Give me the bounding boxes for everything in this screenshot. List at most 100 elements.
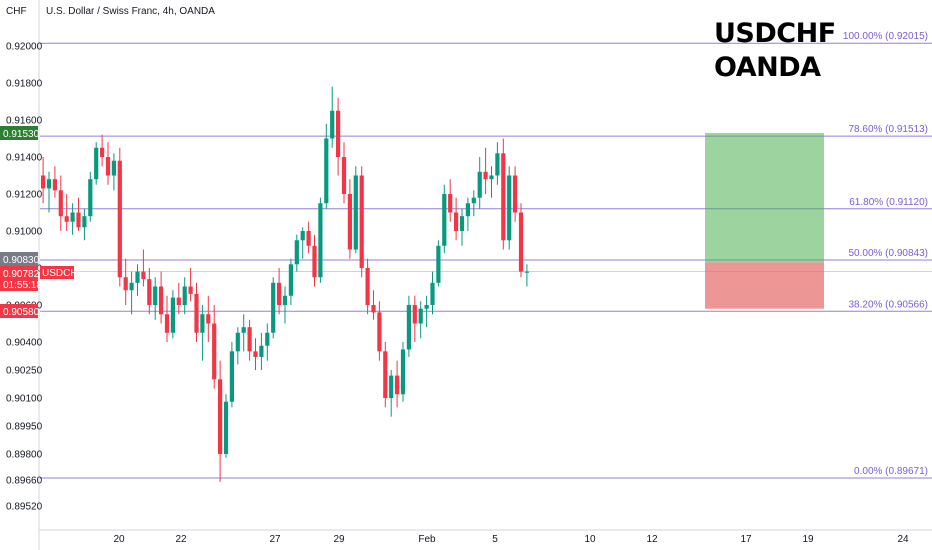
- candle-body: [241, 327, 246, 333]
- candle-body: [495, 153, 500, 176]
- candle-body: [123, 277, 128, 291]
- bar-countdown: 01:55:18: [3, 280, 42, 291]
- candle-body: [524, 271, 529, 273]
- stop-price-value: 0.90580: [3, 307, 40, 318]
- candle-body: [135, 271, 140, 283]
- price-tick-label: 0.89800: [6, 450, 43, 461]
- price-tick-label: 0.91600: [6, 116, 43, 127]
- candle-body: [170, 297, 175, 333]
- candlestick-series: [41, 86, 529, 482]
- candle-body: [111, 160, 116, 176]
- time-tick-label: 12: [646, 534, 658, 545]
- time-tick-label: 22: [175, 534, 187, 545]
- candle-body: [218, 379, 223, 454]
- candle-body: [294, 240, 299, 265]
- candle-body: [459, 216, 465, 231]
- current-price-badge: 0.90782 01:55:18 USDCHF: [0, 266, 84, 291]
- current-price-value: 0.90782: [3, 269, 40, 280]
- currency-label: CHF: [6, 6, 27, 17]
- fib-level-label: 61.80% (0.91120): [849, 197, 928, 208]
- target-zone[interactable]: [705, 132, 824, 263]
- candle-body: [282, 295, 288, 305]
- candle-body: [46, 179, 52, 189]
- candle-body: [117, 160, 122, 278]
- candle-body: [253, 351, 258, 357]
- candle-body: [147, 279, 152, 305]
- candle-body: [365, 268, 370, 305]
- candle-body: [200, 314, 205, 333]
- fib-level-label: 38.20% (0.90566): [848, 299, 928, 310]
- candle-body: [424, 305, 429, 309]
- candle-body: [400, 349, 406, 395]
- target-price-badge: 0.91530: [0, 126, 40, 140]
- candle-body: [141, 271, 146, 280]
- time-tick-label: 17: [740, 534, 752, 545]
- price-tick-label: 0.89520: [6, 502, 43, 513]
- fib-level-label: 0.00% (0.89671): [854, 466, 928, 477]
- entry-price-value: 0.90830: [3, 255, 40, 266]
- candle-body: [194, 293, 199, 333]
- price-tick-label: 0.90250: [6, 366, 43, 377]
- candle-body: [229, 351, 234, 402]
- price-tick-label: 0.91000: [6, 227, 43, 238]
- candle-body: [330, 110, 335, 139]
- candle-body: [501, 153, 506, 241]
- fib-level-label: 100.00% (0.92015): [843, 31, 928, 42]
- candle-body: [159, 286, 164, 315]
- candle-body: [223, 401, 229, 454]
- time-axis[interactable]: 20 22 27 29 Feb 5 10 12 17 19 24: [113, 534, 909, 545]
- candle-body: [471, 197, 476, 204]
- candle-body: [448, 194, 453, 213]
- price-tick-label: 0.91200: [6, 190, 43, 201]
- instrument-title: U.S. Dollar / Swiss Franc, 4h, OANDA: [46, 6, 215, 17]
- candle-body: [206, 314, 211, 324]
- candle-body: [312, 245, 317, 278]
- candle-body: [341, 157, 347, 194]
- stop-zone[interactable]: [705, 262, 824, 309]
- candle-body: [483, 171, 488, 180]
- candle-body: [82, 216, 87, 228]
- candle-body: [359, 175, 364, 268]
- price-tick-label: 0.90100: [6, 394, 43, 405]
- price-tick-label: 0.91400: [6, 153, 43, 164]
- stop-price-badge: 0.90580: [0, 304, 40, 318]
- candle-body: [88, 179, 93, 217]
- candle-body: [58, 190, 63, 217]
- candle-body: [153, 286, 158, 305]
- candle-body: [188, 286, 193, 294]
- candle-body: [277, 282, 282, 305]
- time-tick-label: 29: [333, 534, 345, 545]
- candle-body: [259, 345, 264, 357]
- price-tick-label: 0.89660: [6, 476, 43, 487]
- price-tick-label: 0.91800: [6, 79, 43, 90]
- candle-body: [412, 305, 417, 324]
- long-position-tool[interactable]: [705, 132, 824, 309]
- candle-body: [176, 297, 181, 305]
- fib-level-label: 78.60% (0.91513): [848, 124, 928, 135]
- candle-body: [324, 138, 329, 204]
- candle-body: [406, 305, 411, 350]
- candle-body: [353, 175, 358, 250]
- candle-body: [288, 264, 293, 296]
- candle-body: [70, 212, 75, 222]
- fib-level-label: 50.00% (0.90843): [848, 248, 928, 259]
- candle-body: [347, 194, 352, 250]
- price-tick-label: 0.90400: [6, 338, 43, 349]
- watermark-broker: OANDA: [714, 52, 821, 83]
- current-symbol-tag: USDCHF: [42, 268, 84, 279]
- time-tick-label: 19: [802, 534, 814, 545]
- candle-body: [300, 231, 305, 241]
- candle-body: [389, 375, 394, 398]
- entry-price-badge: 0.90830: [0, 252, 40, 266]
- candle-body: [436, 245, 441, 283]
- candle-body: [271, 282, 276, 333]
- candle-body: [212, 323, 217, 380]
- candle-body: [377, 312, 382, 352]
- candle-body: [52, 179, 57, 191]
- candle-body: [518, 212, 524, 272]
- candle-body: [306, 231, 311, 246]
- candle-body: [164, 314, 170, 333]
- candle-body: [235, 332, 240, 352]
- candle-body: [265, 332, 270, 346]
